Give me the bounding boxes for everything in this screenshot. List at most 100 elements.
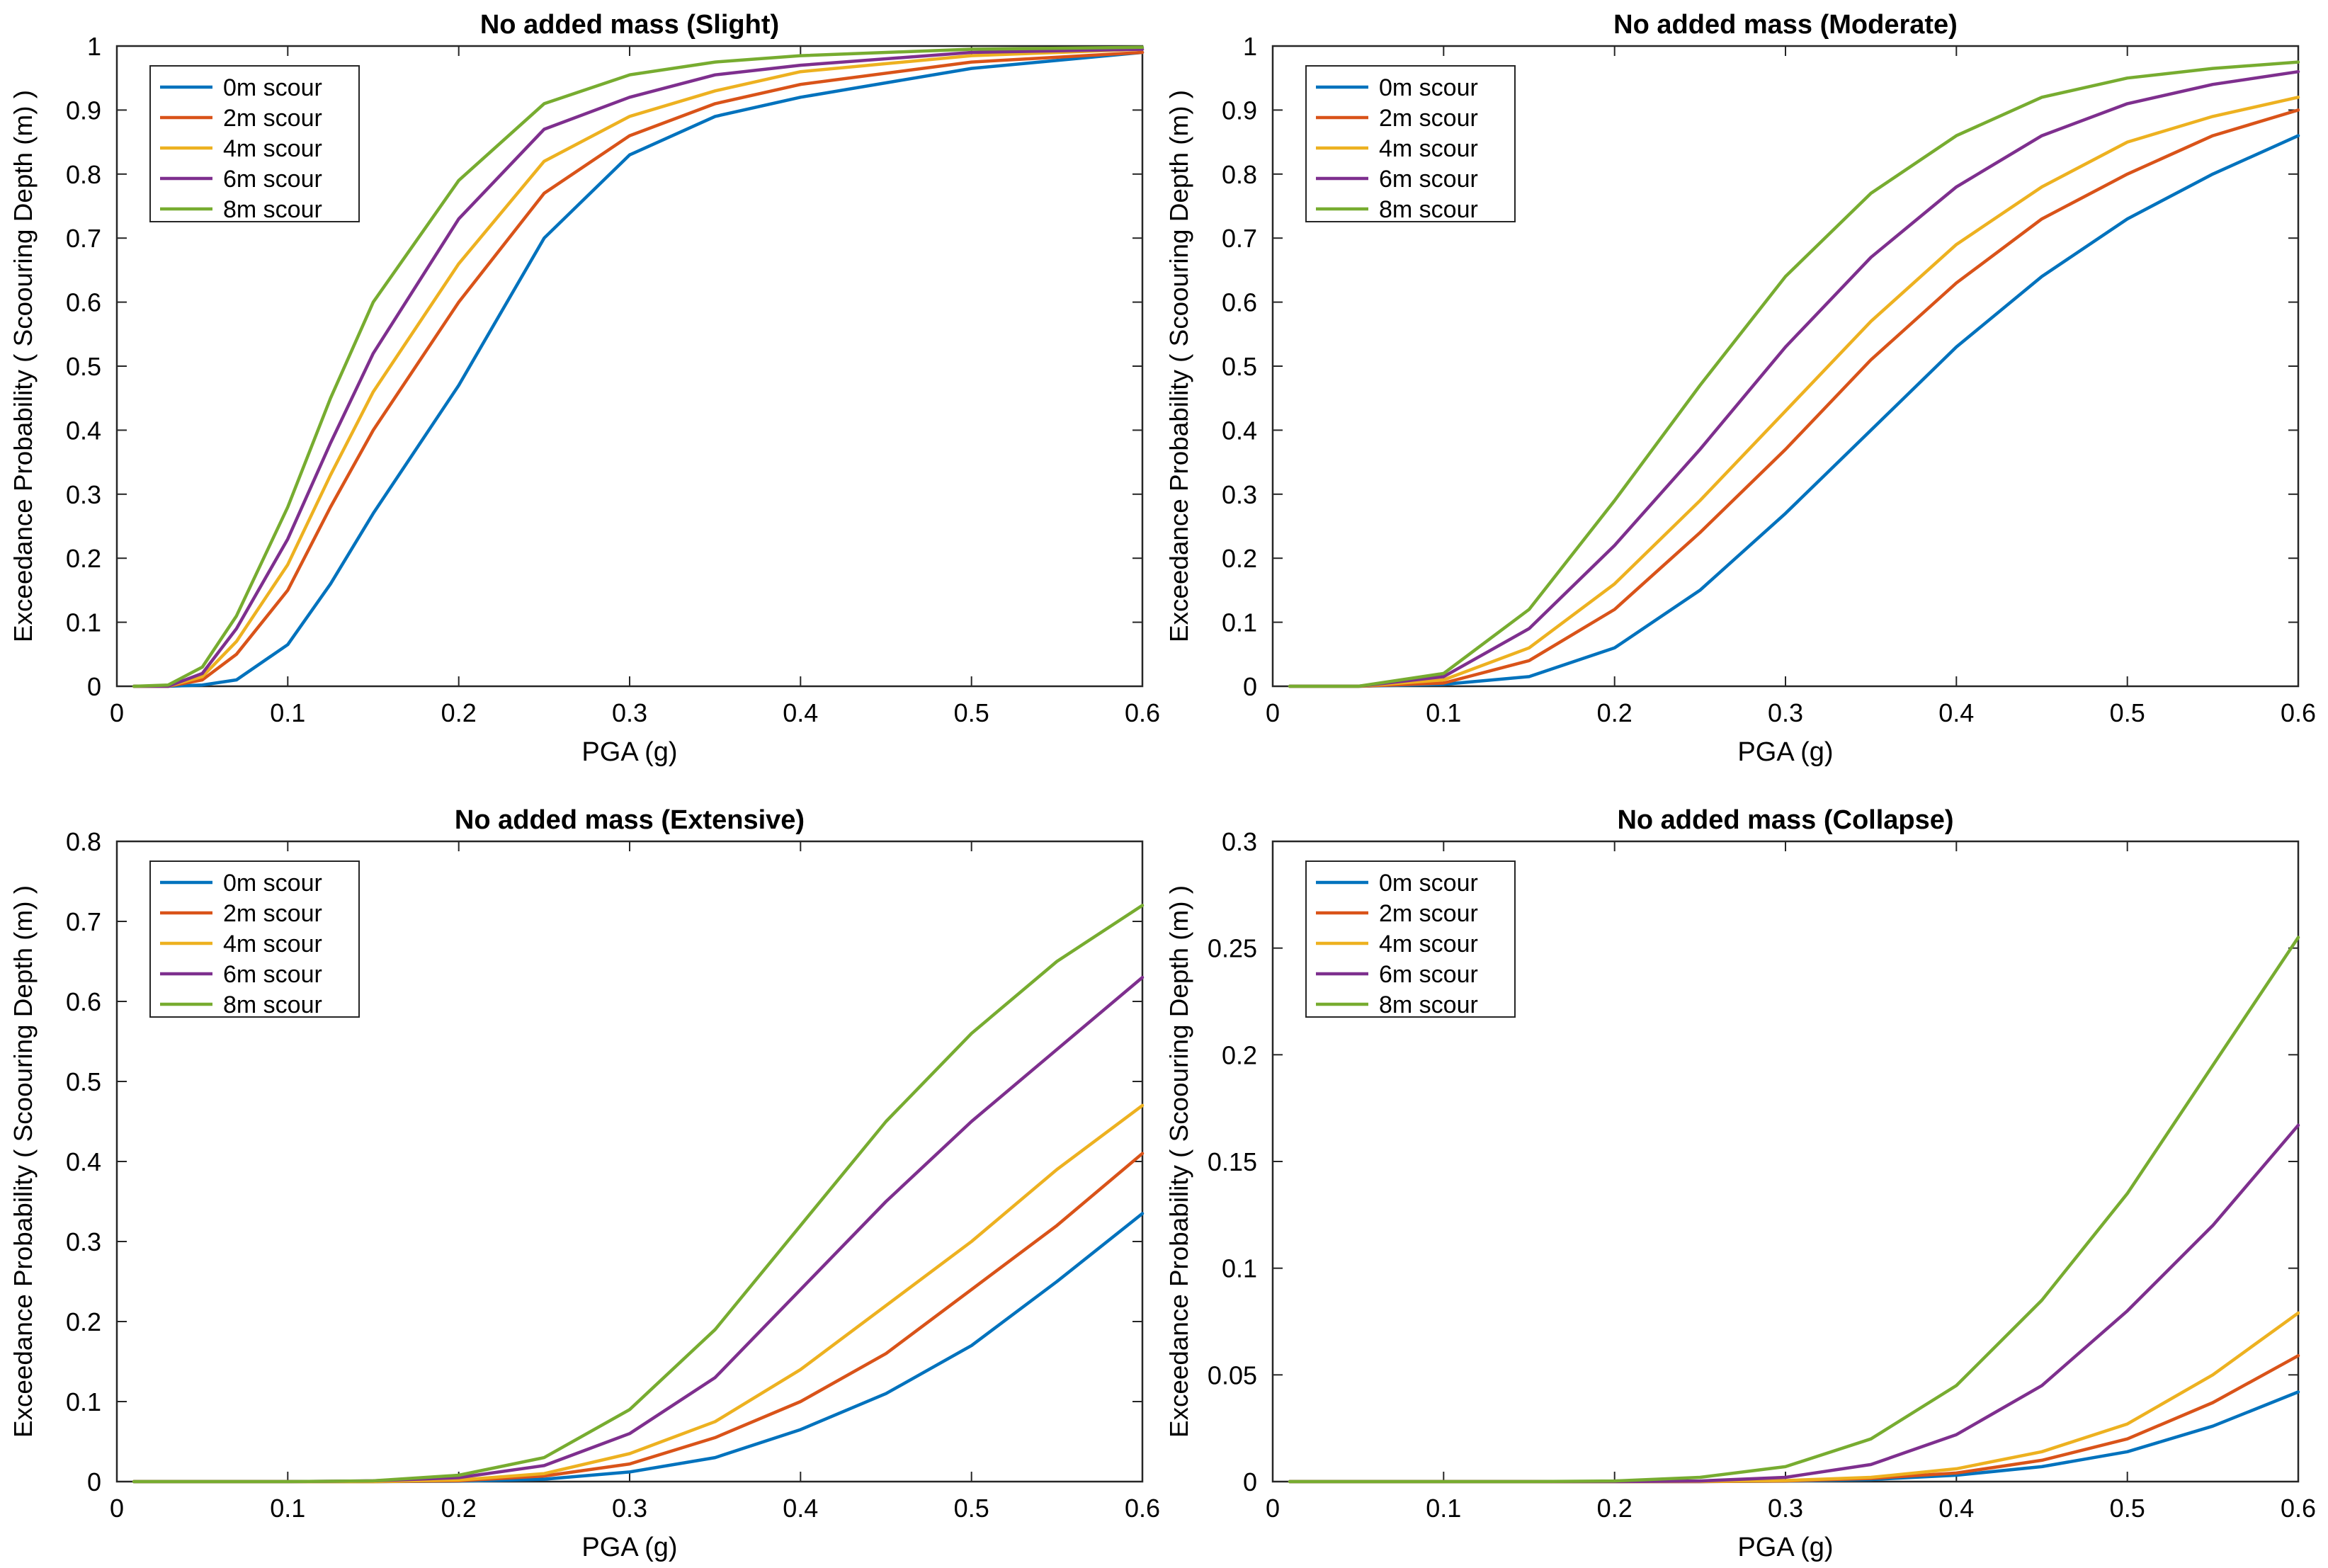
legend-label: 2m scour xyxy=(1379,900,1478,927)
legend-label: 4m scour xyxy=(223,931,322,958)
y-tick-label: 0.4 xyxy=(66,1147,101,1176)
y-tick-label: 0 xyxy=(1243,672,1257,701)
x-tick-label: 0.6 xyxy=(1125,698,1160,727)
series-line-8m-scour xyxy=(132,45,1145,688)
legend-box xyxy=(149,65,360,222)
y-tick-label: 0.3 xyxy=(66,1227,101,1256)
legend-label: 4m scour xyxy=(1379,931,1478,958)
x-tick-label: 0.6 xyxy=(2281,1494,2316,1523)
x-tick-label: 0.1 xyxy=(1426,1494,1461,1523)
y-tick-label: 0.4 xyxy=(66,416,101,445)
series-line-2m-scour xyxy=(1288,108,2300,688)
x-tick-label: 0.5 xyxy=(954,1494,989,1523)
x-tick-label: 0.5 xyxy=(2110,698,2145,727)
x-tick-label: 0.2 xyxy=(1597,1494,1633,1523)
y-tick-label: 0.4 xyxy=(1222,416,1257,445)
legend-label: 4m scour xyxy=(223,135,322,162)
y-tick-label: 0.3 xyxy=(1222,480,1257,509)
x-tick-label: 0.1 xyxy=(1426,698,1461,727)
legend: 0m scour 2m scour 4m scour 6m scour 8m scour xyxy=(149,860,360,1018)
y-tick-label: 0.2 xyxy=(66,1307,101,1336)
x-tick-label: 0 xyxy=(110,698,124,727)
series-line-6m-scour xyxy=(1288,69,2300,688)
y-tick-label: 0.6 xyxy=(66,288,101,317)
y-tick-label: 0.7 xyxy=(1222,224,1257,253)
x-axis-label: PGA (g) xyxy=(581,1533,677,1562)
legend-label: 8m scour xyxy=(223,992,322,1018)
y-tick-label: 0.1 xyxy=(1222,1254,1257,1283)
x-tick-label: 0 xyxy=(110,1494,124,1523)
y-tick-label: 0 xyxy=(1243,1467,1257,1496)
x-tick-label: 0.1 xyxy=(270,698,305,727)
legend-label: 0m scour xyxy=(223,870,322,897)
y-tick-label: 0 xyxy=(87,1467,101,1496)
chart-title: No added mass (Extensive) xyxy=(455,805,805,835)
y-tick-label: 0.1 xyxy=(66,1387,101,1416)
x-tick-label: 0.2 xyxy=(1597,698,1633,727)
legend-label: 2m scour xyxy=(223,900,322,927)
x-axis-label: PGA (g) xyxy=(581,737,677,767)
y-tick-label: 0.8 xyxy=(1222,160,1257,189)
x-tick-label: 0.1 xyxy=(270,1494,305,1523)
y-tick-label: 0.3 xyxy=(66,480,101,509)
legend-label: 6m scour xyxy=(223,961,322,988)
y-tick-label: 0.05 xyxy=(1208,1360,1257,1390)
x-tick-label: 0.2 xyxy=(441,698,477,727)
y-tick-label: 0 xyxy=(87,672,101,701)
series-line-6m-scour xyxy=(132,47,1145,688)
legend-label: 0m scour xyxy=(1379,870,1478,897)
x-axis-label: PGA (g) xyxy=(1737,737,1833,767)
y-tick-label: 0.6 xyxy=(1222,288,1257,317)
y-tick-label: 0.6 xyxy=(66,987,101,1016)
y-tick-label: 1 xyxy=(87,32,101,61)
x-tick-label: 0.3 xyxy=(1768,1494,1803,1523)
series-line-4m-scour xyxy=(132,47,1145,688)
chart-panel-3: No added mass (Extensive) 0 0.1 0.2 0.3 0.4 0.… xyxy=(8,805,1160,1562)
legend-label: 0m scour xyxy=(1379,74,1478,101)
chart-panel-4: No added mass (Collapse) 0 0.1 0.2 0.3 0.4 0.5… xyxy=(1164,805,2316,1562)
y-tick-label: 0.2 xyxy=(66,544,101,573)
legend-label: 2m scour xyxy=(1379,105,1478,132)
legend-label: 6m scour xyxy=(1379,166,1478,193)
y-tick-label: 0.2 xyxy=(1222,544,1257,573)
chart-panel-2: No added mass (Moderate) 0 0.1 0.2 0.3 0.4 0.5… xyxy=(1164,10,2316,767)
x-tick-label: 0.4 xyxy=(1938,698,1974,727)
y-tick-label: 0.2 xyxy=(1222,1040,1257,1069)
y-tick-label: 0.9 xyxy=(66,96,101,125)
y-axis-label: Exceedance Probability ( Scoouring Depth… xyxy=(1164,90,1193,642)
y-tick-label: 0.1 xyxy=(66,608,101,637)
legend-label: 2m scour xyxy=(223,105,322,132)
x-tick-label: 0.6 xyxy=(2281,698,2316,727)
chart-title: No added mass (Moderate) xyxy=(1613,10,1958,40)
legend-label: 8m scour xyxy=(223,196,322,223)
series-line-4m-scour xyxy=(1288,96,2300,688)
chart-title: No added mass (Collapse) xyxy=(1617,805,1953,835)
x-tick-label: 0.5 xyxy=(2110,1494,2145,1523)
y-axis-label: Exceedance Probability ( Scoouring Depth… xyxy=(1164,885,1193,1438)
y-tick-label: 0.5 xyxy=(66,352,101,381)
x-tick-label: 0.4 xyxy=(1938,1494,1974,1523)
legend-box xyxy=(1305,65,1516,222)
y-tick-label: 0.7 xyxy=(66,907,101,936)
x-tick-label: 0.3 xyxy=(1768,698,1803,727)
x-tick-label: 0 xyxy=(1266,698,1280,727)
x-tick-label: 0.6 xyxy=(1125,1494,1160,1523)
y-tick-label: 0.5 xyxy=(66,1067,101,1096)
x-tick-label: 0.3 xyxy=(612,698,647,727)
series-line-8m-scour xyxy=(132,904,1145,1484)
x-tick-label: 0.2 xyxy=(441,1494,477,1523)
y-tick-label: 0.1 xyxy=(1222,608,1257,637)
legend: 0m scour 2m scour 4m scour 6m scour 8m scour xyxy=(1305,860,1516,1018)
y-tick-label: 0.25 xyxy=(1208,934,1257,963)
legend-label: 4m scour xyxy=(1379,135,1478,162)
series-line-2m-scour xyxy=(132,50,1145,688)
x-tick-label: 0.3 xyxy=(612,1494,647,1523)
legend-label: 8m scour xyxy=(1379,196,1478,223)
y-tick-label: 0.9 xyxy=(1222,96,1257,125)
y-tick-label: 1 xyxy=(1243,32,1257,61)
y-tick-label: 0.3 xyxy=(1222,827,1257,856)
legend-label: 6m scour xyxy=(1379,961,1478,988)
y-tick-label: 0.5 xyxy=(1222,352,1257,381)
legend-label: 0m scour xyxy=(223,74,322,101)
legend-box xyxy=(1305,860,1516,1018)
